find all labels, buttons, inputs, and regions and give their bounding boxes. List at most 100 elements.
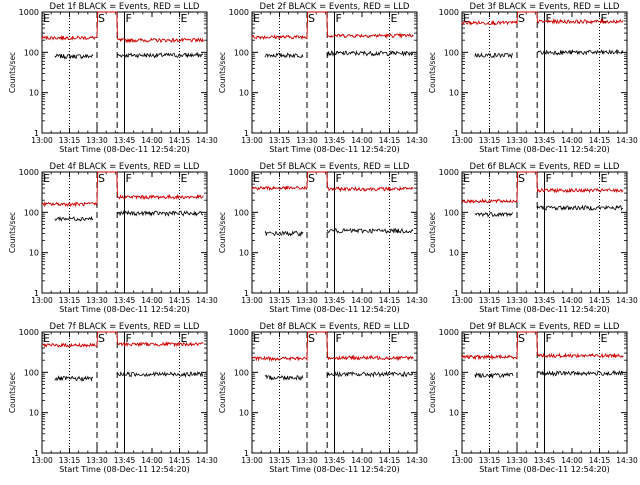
x-tick-label: 14:15 — [379, 136, 401, 145]
events-series-post — [536, 370, 624, 378]
x-tick-label: 14:30 — [406, 456, 428, 465]
y-axis-label: Counts/sec — [428, 372, 437, 413]
x-tick-label: 13:30 — [296, 136, 318, 145]
y-axis-label: Counts/sec — [8, 52, 17, 93]
events-series-pre — [264, 230, 304, 238]
lld-series — [461, 331, 624, 361]
x-axis-label: Start Time (08-Dec-11 12:54:20) — [479, 465, 610, 474]
y-tick-label: 1000 — [229, 328, 249, 337]
events-series-pre — [474, 52, 514, 59]
marker-letter: F — [126, 172, 132, 185]
events-series-post — [326, 49, 414, 57]
x-tick-label: 13:30 — [506, 456, 528, 465]
x-tick-label: 14:15 — [589, 136, 611, 145]
x-tick-label: 13:30 — [296, 296, 318, 305]
events-series-pre — [54, 215, 94, 222]
marker-letter: E — [43, 172, 50, 185]
marker-letter: F — [336, 172, 342, 185]
x-axis-label: Start Time (08-Dec-11 12:54:20) — [59, 145, 190, 154]
y-tick-label: 10 — [239, 89, 249, 98]
x-axis-label: Start Time (08-Dec-11 12:54:20) — [269, 145, 400, 154]
x-tick-label: 14:00 — [561, 296, 583, 305]
y-tick-label: 1 — [34, 129, 39, 138]
marker-letter: F — [126, 12, 132, 25]
x-tick-label: 14:00 — [351, 456, 373, 465]
events-series-post — [326, 227, 414, 235]
x-axis-label: Start Time (08-Dec-11 12:54:20) — [59, 305, 190, 314]
marker-letter: E — [391, 172, 398, 185]
events-series-pre — [474, 371, 514, 379]
x-tick-label: 13:30 — [86, 296, 108, 305]
marker-letter: S — [518, 12, 525, 25]
x-tick-label: 13:15 — [59, 456, 81, 465]
x-tick-label: 13:15 — [269, 296, 291, 305]
marker-letter: E — [463, 332, 470, 345]
y-axis-label: Counts/sec — [218, 212, 227, 253]
marker-letter: F — [546, 172, 552, 185]
y-tick-label: 1 — [34, 289, 39, 298]
x-tick-label: 13:00 — [31, 456, 53, 465]
x-tick-label: 14:30 — [406, 136, 428, 145]
y-tick-label: 1 — [454, 289, 459, 298]
x-tick-label: 13:15 — [479, 136, 501, 145]
detector-panel: Det 1f BLACK = Events, RED = LLD 1 10 100 10… — [8, 2, 218, 154]
x-tick-label: 13:00 — [31, 136, 53, 145]
x-tick-label: 13:45 — [324, 456, 346, 465]
x-tick-label: 13:45 — [324, 136, 346, 145]
events-series-post — [537, 48, 624, 56]
x-tick-label: 13:45 — [324, 296, 346, 305]
y-axis-label: Counts/sec — [8, 212, 17, 253]
y-tick-label: 1000 — [439, 328, 459, 337]
x-tick-label: 14:30 — [616, 296, 638, 305]
y-tick-label: 10 — [239, 249, 249, 258]
detector-panel: Det 7f BLACK = Events, RED = LLD 1 10 100 10… — [8, 322, 218, 474]
marker-letter: E — [181, 172, 188, 185]
marker-letter: E — [43, 12, 50, 25]
x-axis-label: Start Time (08-Dec-11 12:54:20) — [59, 465, 190, 474]
y-axis-label: Counts/sec — [218, 52, 227, 93]
marker-letter: S — [308, 12, 315, 25]
detector-panel: Det 9f BLACK = Events, RED = LLD 1 10 100 10… — [428, 322, 638, 474]
y-tick-label: 100 — [444, 368, 459, 377]
panel-title: Det 7f BLACK = Events, RED = LLD — [50, 322, 200, 332]
marker-letter: E — [391, 332, 398, 345]
marker-letter: S — [98, 12, 105, 25]
marker-letter: E — [391, 12, 398, 25]
events-series-post — [116, 209, 204, 217]
x-tick-label: 13:30 — [86, 456, 108, 465]
lld-series — [251, 11, 414, 41]
x-axis-label: Start Time (08-Dec-11 12:54:20) — [479, 145, 610, 154]
x-tick-label: 14:00 — [141, 456, 163, 465]
y-tick-label: 10 — [449, 409, 459, 418]
x-tick-label: 13:15 — [479, 296, 501, 305]
x-tick-label: 13:30 — [506, 136, 528, 145]
panel-title: Det 2f BLACK = Events, RED = LLD — [260, 2, 410, 12]
x-tick-label: 14:00 — [351, 136, 373, 145]
y-tick-label: 100 — [234, 208, 249, 217]
marker-letter: S — [98, 332, 105, 345]
panel-title: Det 4f BLACK = Events, RED = LLD — [50, 162, 200, 172]
x-tick-label: 14:15 — [589, 296, 611, 305]
y-tick-label: 1 — [244, 449, 249, 458]
y-tick-label: 1 — [454, 129, 459, 138]
x-tick-label: 14:30 — [196, 296, 218, 305]
x-tick-label: 14:00 — [561, 456, 583, 465]
x-tick-label: 13:00 — [451, 296, 473, 305]
x-tick-label: 13:15 — [269, 136, 291, 145]
marker-letter: E — [601, 12, 608, 25]
y-tick-label: 1000 — [229, 168, 249, 177]
y-axis-label: Counts/sec — [428, 52, 437, 93]
marker-letter: E — [463, 12, 470, 25]
x-tick-label: 13:00 — [241, 296, 263, 305]
y-axis-label: Counts/sec — [218, 372, 227, 413]
y-tick-label: 100 — [24, 208, 39, 217]
x-tick-label: 13:30 — [296, 456, 318, 465]
y-tick-label: 1 — [244, 289, 249, 298]
y-tick-label: 1 — [244, 129, 249, 138]
x-tick-label: 14:15 — [169, 456, 191, 465]
y-tick-label: 1000 — [229, 8, 249, 17]
marker-letter: F — [126, 332, 132, 345]
y-tick-label: 100 — [444, 48, 459, 57]
x-tick-label: 14:15 — [589, 456, 611, 465]
